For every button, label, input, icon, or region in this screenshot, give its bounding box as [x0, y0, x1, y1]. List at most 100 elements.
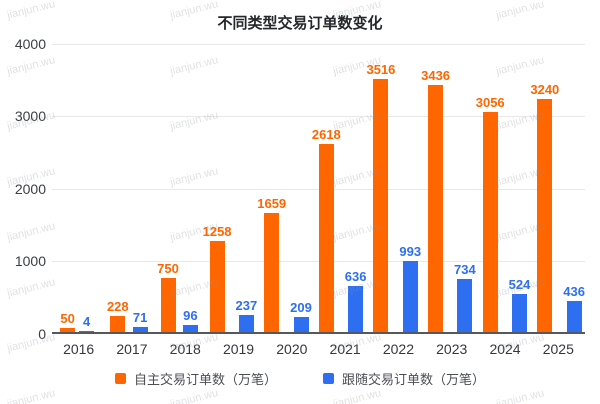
- x-axis-label-2020: 2020: [276, 341, 308, 357]
- bar-value-label: 3516: [366, 62, 396, 77]
- bar-follow-2017[interactable]: [132, 327, 148, 332]
- bar-wrap: 237: [235, 298, 258, 332]
- x-axis-label-2025: 2025: [542, 341, 574, 357]
- bar-group-2020: 1659 209: [257, 44, 312, 332]
- bars-layer: 50 4 228 71 750 96 1258 237 1659 209 2618 636 3516 99…: [52, 44, 585, 332]
- bar-autonomous-2021[interactable]: [318, 144, 334, 332]
- bar-wrap: 50: [60, 311, 76, 332]
- bar-wrap: 3240: [530, 82, 559, 332]
- watermark-text: jianjun.wu: [169, 386, 220, 404]
- x-axis-label-2018: 2018: [169, 341, 201, 357]
- bar-wrap: 1258: [203, 224, 232, 332]
- bar-group-2017: 228 71: [102, 44, 152, 332]
- gridline-1000: [52, 261, 585, 262]
- y-axis-tick-3000: 3000: [14, 108, 46, 124]
- bar-autonomous-2019[interactable]: [209, 241, 225, 332]
- gridline-2000: [52, 189, 585, 190]
- x-axis-label-2023: 2023: [436, 341, 468, 357]
- bar-value-label: 237: [235, 298, 258, 313]
- bar-value-label: 71: [132, 310, 148, 325]
- bar-autonomous-2023[interactable]: [428, 85, 444, 332]
- watermark-text: jianjun.wu: [6, 275, 57, 300]
- bar-autonomous-2016[interactable]: [60, 328, 76, 332]
- legend-item-autonomous-orders[interactable]: 自主交易订单数（万笔）: [114, 369, 277, 388]
- bar-value-label: 3240: [530, 82, 560, 97]
- bar-autonomous-2018[interactable]: [160, 278, 176, 332]
- bar-value-label: 50: [60, 311, 75, 326]
- bar-value-label: 228: [106, 299, 129, 314]
- bar-autonomous-2020[interactable]: [264, 213, 280, 332]
- y-axis-tick-0: 0: [38, 326, 46, 342]
- legend-label: 自主交易订单数（万笔）: [133, 372, 277, 387]
- legend-label: 跟随交易订单数（万笔）: [342, 372, 486, 387]
- bar-wrap: 734: [454, 262, 476, 332]
- bar-autonomous-2022[interactable]: [373, 79, 389, 332]
- x-axis-line: [52, 332, 585, 334]
- bar-value-label: 636: [344, 269, 367, 284]
- bar-follow-2016[interactable]: [79, 331, 95, 332]
- bar-value-label: 436: [563, 284, 585, 299]
- bar-wrap: 750: [157, 261, 179, 332]
- x-axis-label-2019: 2019: [222, 341, 255, 357]
- bar-group-2016: 50 4: [52, 44, 102, 332]
- bar-wrap: 1659: [257, 196, 286, 332]
- bar-wrap: 96: [182, 308, 198, 332]
- x-axis-label-2021: 2021: [329, 341, 361, 357]
- bar-value-label: 3436: [421, 68, 451, 83]
- chart-title: 不同类型交易订单数变化: [217, 15, 383, 32]
- gridline-3000: [52, 116, 585, 117]
- bar-value-label: 524: [508, 277, 531, 292]
- bar-follow-2024[interactable]: [512, 294, 527, 332]
- watermark-text: jianjun.wu: [6, 220, 57, 244]
- bar-wrap: 3436: [421, 68, 450, 332]
- y-axis-tick-2000: 2000: [14, 181, 46, 197]
- bar-value-label: 96: [183, 308, 198, 323]
- watermark-text: jianjun.wu: [495, 386, 546, 404]
- plot-area: 50 4 228 71 750 96 1258 237 1659 209 2618 636 3516 99…: [52, 44, 585, 334]
- bar-autonomous-2025[interactable]: [537, 99, 553, 332]
- bar-follow-2025[interactable]: [566, 301, 582, 332]
- bar-value-label: 734: [454, 262, 476, 277]
- legend-swatch-blue: [323, 373, 334, 384]
- bar-wrap: 436: [563, 284, 585, 332]
- bar-wrap: 993: [399, 244, 421, 332]
- legend: 自主交易订单数（万笔） 跟随交易订单数（万笔）: [0, 369, 600, 388]
- bar-group-2022: 3516 993: [366, 44, 421, 332]
- bar-wrap: 3056: [476, 95, 505, 332]
- bar-wrap: 524: [508, 277, 531, 332]
- x-axis-labels: 2016 2017 2018 2019 2020 2021 2022 2023 2024 2025: [52, 341, 585, 357]
- bar-group-2019: 1258 237: [203, 44, 258, 332]
- watermark-text: jianjun.wu: [332, 386, 383, 404]
- bar-value-label: 2618: [311, 127, 341, 142]
- bar-autonomous-2017[interactable]: [110, 316, 126, 332]
- bar-group-2023: 3436 734: [421, 44, 476, 332]
- bar-value-label: 1258: [202, 224, 232, 239]
- bar-follow-2020[interactable]: [293, 317, 309, 332]
- bar-wrap: 2618: [312, 127, 341, 332]
- bar-value-label: 1659: [257, 196, 287, 211]
- bar-value-label: 750: [157, 261, 179, 276]
- watermark-text: jianjun.wu: [6, 53, 57, 78]
- bar-group-2025: 3240 436: [530, 44, 585, 332]
- bar-value-label: 3056: [475, 95, 505, 110]
- x-axis-label-2024: 2024: [489, 341, 521, 357]
- bar-value-label: 4: [82, 314, 91, 329]
- watermark-text: jianjun.wu: [6, 386, 57, 404]
- bar-follow-2023[interactable]: [457, 279, 473, 332]
- bar-follow-2018[interactable]: [182, 325, 198, 332]
- bar-follow-2022[interactable]: [402, 261, 418, 332]
- bar-wrap: 4: [79, 314, 95, 332]
- bar-follow-2019[interactable]: [238, 315, 254, 332]
- legend-item-follow-orders[interactable]: 跟随交易订单数（万笔）: [323, 369, 485, 388]
- x-axis-label-2022: 2022: [382, 341, 414, 357]
- bar-follow-2021[interactable]: [348, 286, 364, 332]
- y-axis-tick-4000: 4000: [14, 36, 46, 52]
- bar-wrap: 3516: [366, 62, 395, 332]
- x-axis-label-2016: 2016: [63, 341, 95, 357]
- bar-autonomous-2024[interactable]: [482, 112, 498, 332]
- x-axis-label-2017: 2017: [116, 341, 148, 357]
- bar-wrap: 71: [132, 310, 148, 332]
- bar-value-label: 993: [399, 244, 422, 259]
- y-axis-tick-1000: 1000: [14, 253, 46, 269]
